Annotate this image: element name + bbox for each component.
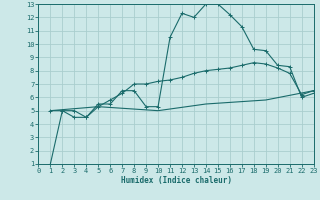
X-axis label: Humidex (Indice chaleur): Humidex (Indice chaleur) [121,176,231,185]
